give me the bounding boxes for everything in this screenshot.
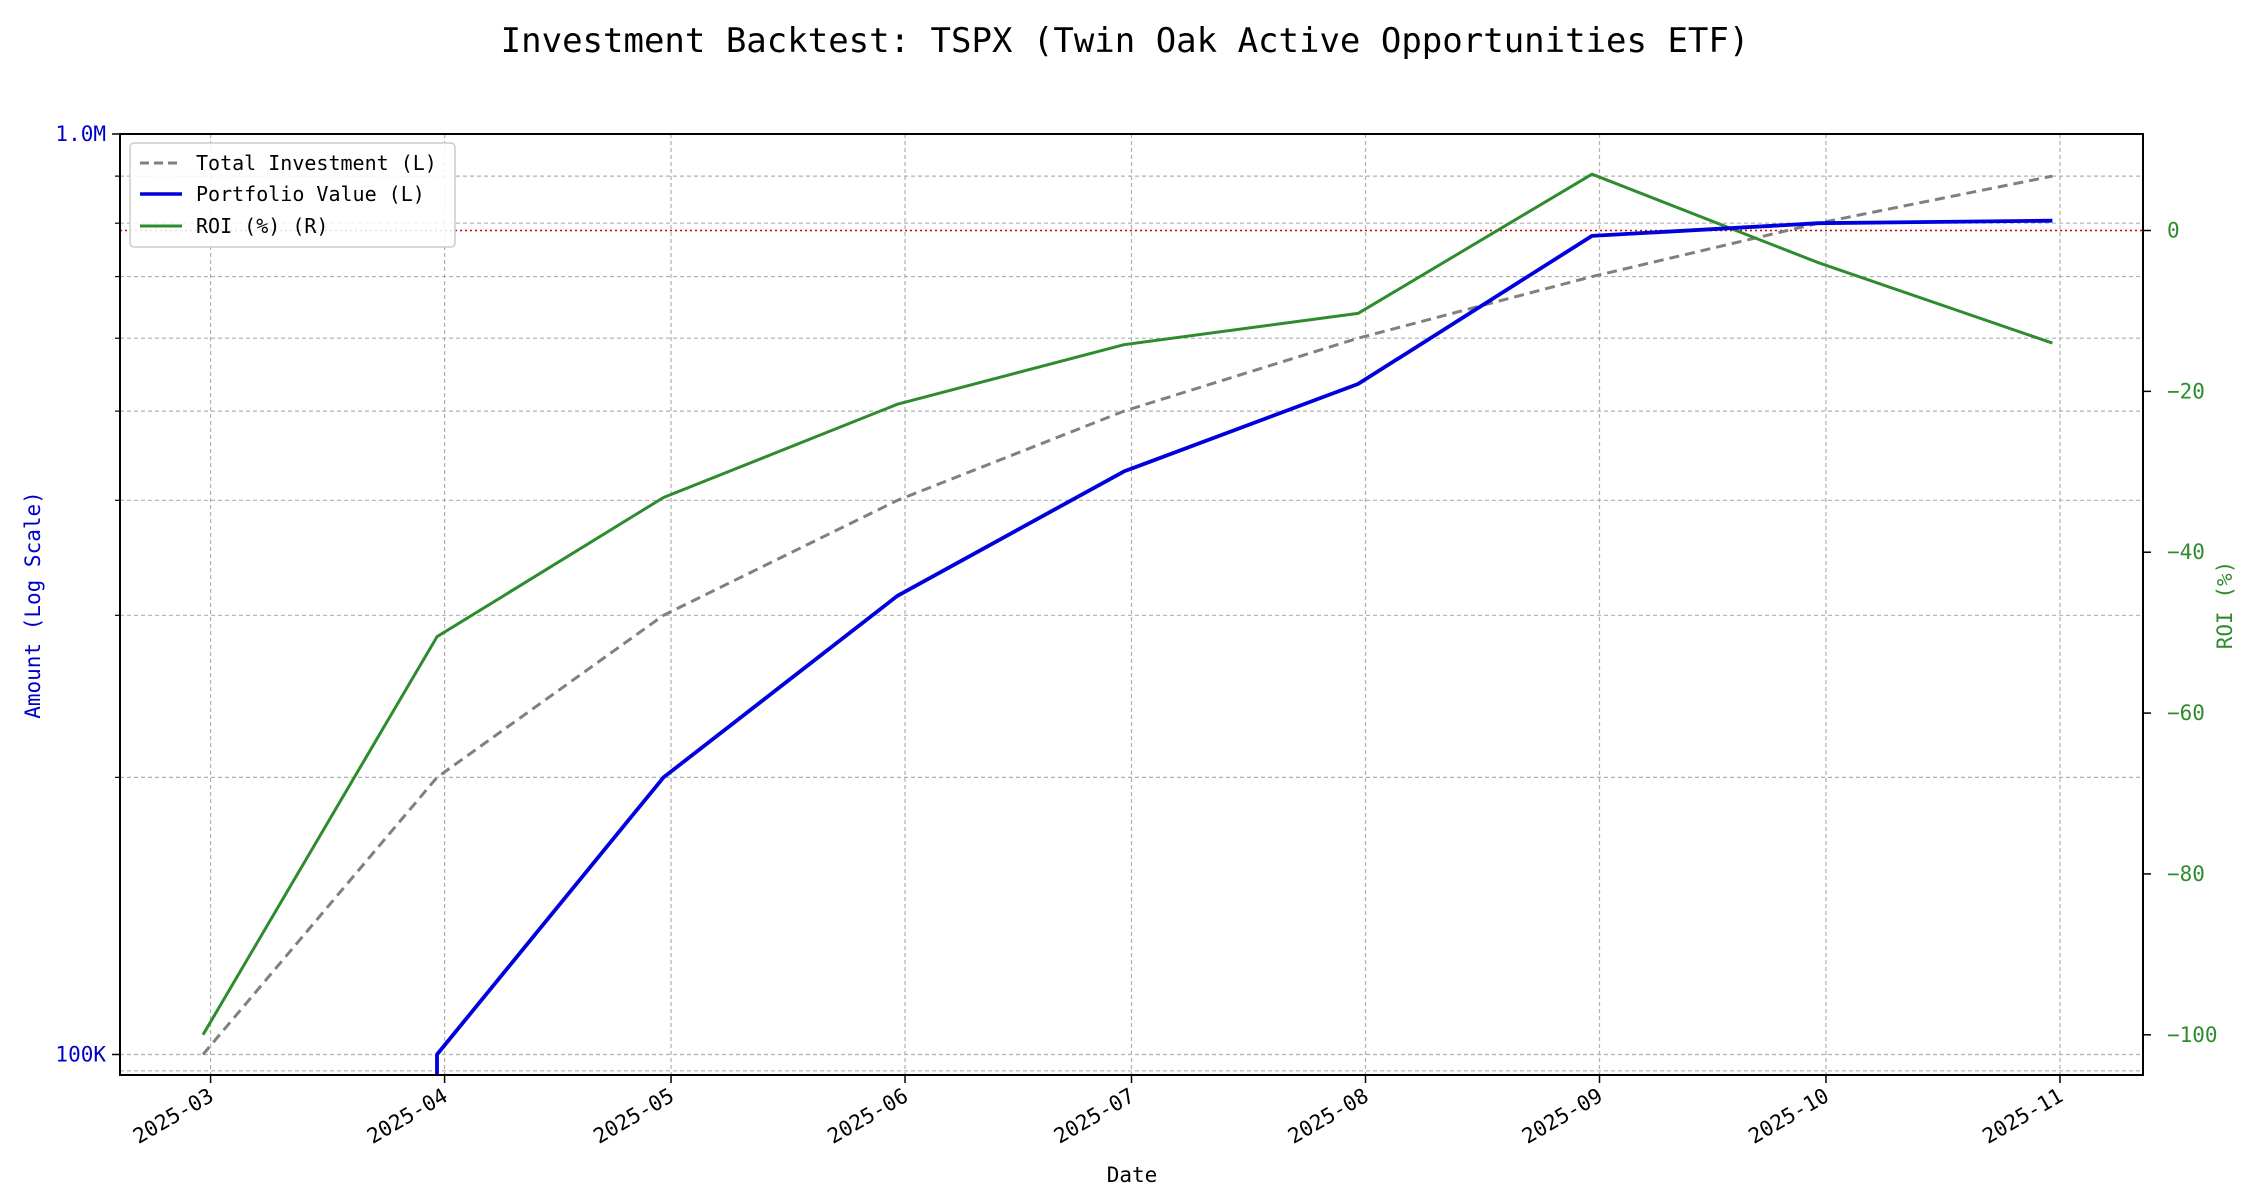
right-tick-label-20: −20: [2167, 379, 2205, 403]
right-tick-label-0: 0: [2167, 219, 2180, 243]
left-tick-label-1-0m: 1.0M: [55, 122, 106, 146]
right-y-axis-label: ROI (%): [2213, 561, 2237, 650]
left-tick-label-100k: 100K: [55, 1042, 106, 1066]
series-line-roi-r: [201, 172, 2053, 1036]
legend-label-total-investment: Total Investment (L): [196, 151, 437, 175]
chart-title: Investment Backtest: TSPX (Twin Oak Acti…: [501, 21, 1750, 61]
legend-box: [129, 142, 456, 248]
right-tick-label-60: −60: [2167, 701, 2205, 725]
right-tick-label-100: −100: [2167, 1023, 2218, 1047]
series-line-total-investment-l: [201, 174, 2053, 1056]
right-y-axis: 0 −20 −40 −60 −80 −100: [2143, 219, 2218, 1047]
right-tick-label-40: −40: [2167, 540, 2205, 564]
legend: Total Investment (L) Portfolio Value (L)…: [129, 142, 456, 248]
left-y-axis: 100K 1.0M: [55, 122, 120, 1066]
x-axis-label: Date: [1107, 1163, 1158, 1187]
right-tick-label-80: −80: [2167, 862, 2205, 886]
left-y-axis-label: Amount (Log Scale): [21, 491, 45, 719]
series-lines: [201, 172, 2053, 1075]
legend-label-roi: ROI (%) (R): [196, 214, 328, 238]
series-line-portfolio-value-l: [435, 218, 2053, 1075]
legend-label-portfolio-value: Portfolio Value (L): [196, 182, 425, 206]
